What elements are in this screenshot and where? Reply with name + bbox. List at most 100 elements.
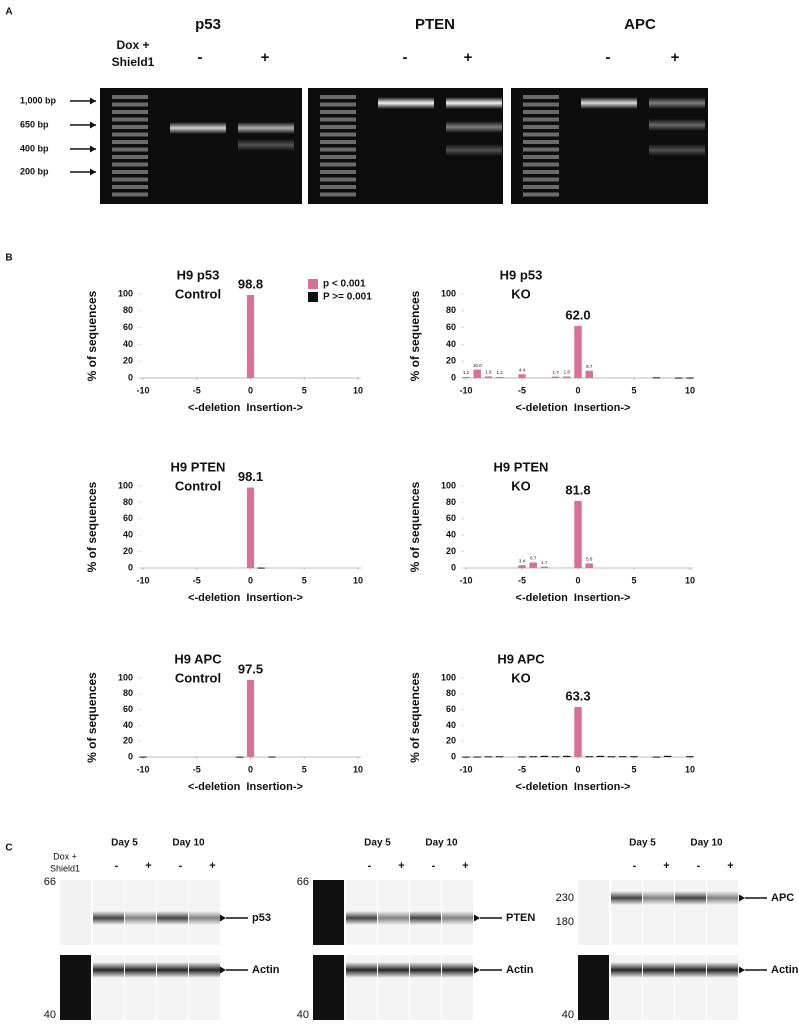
bar <box>257 567 265 569</box>
bar <box>563 755 571 757</box>
bar <box>686 377 694 379</box>
lane-label: + <box>398 860 404 872</box>
ladder-band <box>523 132 559 137</box>
chart-title: Control <box>175 670 221 685</box>
y-tick-label: 0 <box>451 751 456 761</box>
bar <box>268 756 276 758</box>
y-tick-label: 20 <box>446 546 456 556</box>
arrow-head <box>220 966 226 974</box>
chart-title: KO <box>511 286 531 301</box>
gel-band <box>446 97 502 109</box>
lane <box>675 880 706 945</box>
ladder-band <box>112 162 148 167</box>
blot-band <box>378 962 409 978</box>
x-tick-label: 10 <box>353 385 363 395</box>
ladder-band <box>112 170 148 174</box>
chart-title: H9 APC <box>497 651 545 666</box>
blot-band <box>442 962 473 978</box>
ladder-band <box>112 110 148 114</box>
y-axis-label: % of sequences <box>85 290 99 381</box>
treatment-label: Shield1 <box>50 863 80 873</box>
blot-band <box>93 962 124 978</box>
ladder-label: 200 bp <box>20 166 49 176</box>
bar <box>484 756 493 758</box>
day-label: Day 10 <box>425 838 458 849</box>
ladder-band <box>523 162 559 167</box>
bar <box>563 376 571 378</box>
y-tick-label: 0 <box>451 562 456 572</box>
ladder-band <box>320 102 356 107</box>
lane-label: - <box>368 860 372 872</box>
ladder-band <box>523 185 559 189</box>
y-tick-label: 20 <box>123 356 133 366</box>
x-tick-label: -5 <box>518 764 526 774</box>
gel-band <box>446 121 502 133</box>
lane-label: - <box>432 860 436 872</box>
arrow-head <box>739 894 745 902</box>
value-label: 98.1 <box>238 469 263 484</box>
marker-lane <box>60 880 91 945</box>
lane-label: - <box>403 49 408 66</box>
y-tick-label: 100 <box>441 288 456 298</box>
blot-band <box>157 911 188 925</box>
target-label: APC <box>771 892 794 904</box>
ladder-band <box>523 170 559 174</box>
control-label: Actin <box>771 964 799 976</box>
x-tick-label: -5 <box>518 385 526 395</box>
x-tick-label: 10 <box>685 385 695 395</box>
ladder-band <box>112 177 148 182</box>
value-label: 1.8 <box>564 370 571 375</box>
bar <box>246 487 255 568</box>
x-tick-label: 10 <box>353 764 363 774</box>
chart-title: H9 p53 <box>500 267 543 282</box>
x-tick-label: 10 <box>685 575 695 585</box>
bar <box>686 756 694 758</box>
y-tick-label: 20 <box>446 736 456 746</box>
x-tick-label: 10 <box>353 575 363 585</box>
value-label: 1.2 <box>496 370 503 375</box>
bar <box>473 369 481 378</box>
y-tick-label: 40 <box>446 530 456 540</box>
chart-title: KO <box>511 478 531 493</box>
ladder-band <box>523 155 559 159</box>
blot-band <box>378 911 409 925</box>
lane-label: + <box>727 860 733 872</box>
ladder-band <box>523 102 559 107</box>
lane-label: - <box>179 860 183 872</box>
marker-label: 40 <box>562 1009 574 1021</box>
bar <box>663 755 672 757</box>
blot-band <box>675 891 706 905</box>
bar <box>495 756 504 758</box>
gel-band <box>649 144 705 156</box>
blot-band <box>410 962 441 978</box>
bar <box>675 377 683 379</box>
gel-band <box>238 139 294 151</box>
x-tick-label: 5 <box>631 575 636 585</box>
bar <box>462 756 470 758</box>
marker-lane <box>313 955 344 1020</box>
y-tick-label: 100 <box>441 672 456 682</box>
bar <box>540 566 549 568</box>
y-tick-label: 40 <box>446 339 456 349</box>
blot-band <box>707 962 738 978</box>
y-tick-label: 0 <box>128 372 133 382</box>
ladder-band <box>320 140 356 144</box>
bar <box>236 756 244 758</box>
x-axis-label: <-deletion Insertion-> <box>516 592 631 604</box>
bar <box>540 755 549 757</box>
y-tick-label: 60 <box>123 513 133 523</box>
arrow-head <box>220 914 226 922</box>
ladder-band <box>320 185 356 189</box>
bar <box>246 295 255 378</box>
blot-band <box>125 962 156 978</box>
x-tick-label: 5 <box>631 385 636 395</box>
value-label: 6.7 <box>530 556 537 561</box>
ladder-band <box>320 132 356 137</box>
lane-label: - <box>606 49 611 66</box>
y-axis-label: % of sequences <box>408 290 422 381</box>
x-tick-label: -5 <box>193 575 201 585</box>
bar <box>630 756 638 758</box>
bar <box>596 755 605 757</box>
ladder-band <box>112 192 148 197</box>
arrow-head <box>90 121 96 129</box>
